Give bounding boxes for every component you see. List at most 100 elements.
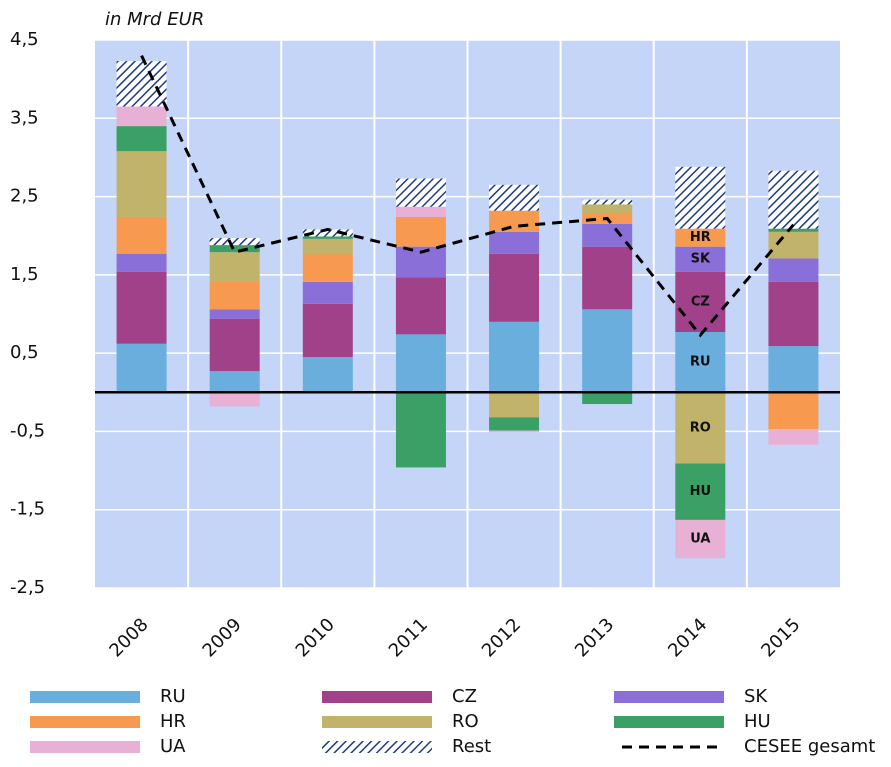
bar-segment — [395, 392, 446, 468]
segment-label: UA — [690, 532, 710, 547]
bar-segment — [582, 204, 633, 214]
bar-segment — [116, 151, 167, 217]
legend-label: HR — [160, 711, 186, 732]
bar-segment — [768, 346, 819, 393]
bar-segment — [675, 332, 726, 393]
legend-label: HU — [744, 711, 771, 732]
bar-segment — [675, 246, 726, 272]
legend-label: RU — [160, 686, 186, 707]
bar-segment — [209, 252, 260, 282]
bar-segment — [489, 430, 540, 433]
y-tick-label: 1,5 — [10, 264, 39, 285]
legend-swatch — [30, 741, 140, 753]
bar-segment — [302, 236, 353, 239]
bar-segment — [768, 281, 819, 347]
bar-segment — [395, 277, 446, 335]
bar-segment — [116, 61, 167, 107]
bar-segment — [489, 392, 540, 418]
segment-label: RU — [690, 355, 711, 370]
legend-label: Rest — [452, 736, 491, 757]
y-tick-label: 0,5 — [10, 342, 39, 363]
legend-swatch — [30, 691, 140, 703]
bar-segment — [116, 216, 167, 254]
legend-swatch — [30, 716, 140, 728]
legend-swatch — [322, 716, 432, 728]
x-tick-label: 2008 — [105, 614, 152, 661]
bar-segment — [116, 106, 167, 127]
bar-segment — [768, 231, 819, 259]
bar-segment — [302, 303, 353, 358]
bar-segment — [675, 463, 726, 520]
legend-label: CESEE gesamt — [744, 736, 875, 757]
legend-label: RO — [452, 711, 479, 732]
bar-segment — [768, 392, 819, 430]
bar-segment — [302, 229, 353, 237]
x-tick-label: 2011 — [385, 614, 432, 661]
bar-segment — [675, 228, 726, 247]
legend-swatch — [614, 716, 724, 728]
bar-segment — [209, 318, 260, 372]
x-tick-label: 2012 — [478, 614, 525, 661]
x-tick-label: 2015 — [757, 614, 804, 661]
bar-segment — [675, 392, 726, 464]
bar-segment — [209, 392, 260, 407]
y-tick-label: -2,5 — [10, 577, 45, 598]
bar-segment — [116, 253, 167, 272]
legend-label: CZ — [452, 686, 477, 707]
bar-segment — [489, 253, 540, 322]
segment-label: SK — [691, 252, 711, 267]
x-tick-label: 2009 — [199, 614, 246, 661]
bar-segment — [489, 210, 540, 232]
segment-label: CZ — [691, 294, 710, 309]
y-tick-label: -0,5 — [10, 420, 45, 441]
bar-segment — [209, 238, 260, 246]
y-axis-label: in Mrd EUR — [105, 9, 204, 30]
bar-segment — [489, 231, 540, 254]
bar-segment — [582, 246, 633, 310]
bar-segment — [395, 334, 446, 393]
total-line — [140, 55, 795, 338]
y-tick-label: 2,5 — [10, 186, 39, 207]
bar-segment — [209, 371, 260, 393]
bar-segment — [582, 309, 633, 393]
bar-segment — [209, 281, 260, 310]
bar-segment — [768, 170, 819, 229]
legend-swatch — [322, 741, 432, 753]
y-tick-label: 3,5 — [10, 107, 39, 128]
bar-segment — [675, 166, 726, 229]
x-tick-label: 2010 — [292, 614, 339, 661]
bar-segment — [395, 178, 446, 207]
bar-segment — [768, 258, 819, 282]
bar-segment — [302, 281, 353, 304]
bar-segment — [489, 321, 540, 393]
bar-segment — [675, 271, 726, 333]
bar-segment — [395, 216, 446, 247]
legend-label: UA — [160, 736, 186, 757]
x-tick-label: 2013 — [571, 614, 618, 661]
bar-segment — [302, 238, 353, 255]
bar-segment — [582, 199, 633, 205]
segment-label: RO — [690, 420, 711, 435]
bar-segment — [116, 271, 167, 344]
y-tick-label: 4,5 — [10, 29, 39, 50]
bar-segment — [116, 343, 167, 393]
y-tick-label: -1,5 — [10, 499, 45, 520]
bar-segment — [768, 228, 819, 232]
bar-segment — [302, 357, 353, 393]
x-tick-label: 2014 — [664, 614, 711, 661]
legend-swatch — [614, 691, 724, 703]
bar-segment — [489, 417, 540, 431]
bar-segment — [395, 206, 446, 217]
segment-label: HU — [690, 484, 711, 499]
bar-segment — [302, 254, 353, 282]
bar-segment — [768, 429, 819, 445]
bar-segment — [675, 519, 726, 559]
legend-label: SK — [744, 686, 768, 707]
bar-segment — [209, 309, 260, 319]
bar-segment — [582, 223, 633, 247]
bar-segment — [489, 184, 540, 211]
segment-label: HR — [690, 230, 711, 245]
legend-swatch — [322, 691, 432, 703]
bar-segment — [582, 392, 633, 405]
